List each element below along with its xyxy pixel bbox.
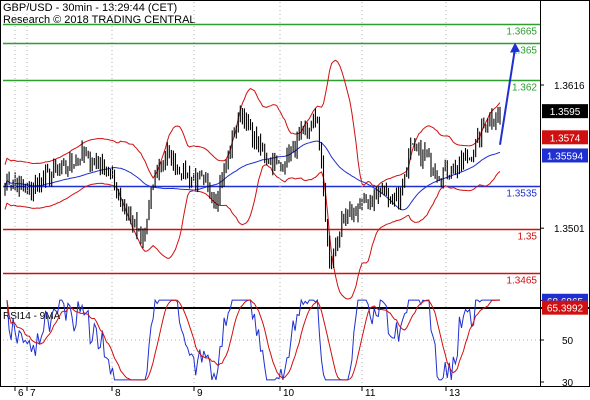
level-label-3: 1.3535 (506, 189, 537, 200)
chart-header-title: GBP/USD - 30min - 13:29:44 (CET) (3, 2, 178, 14)
price-tag-1 (542, 130, 588, 145)
chart-header-copyright: Research © 2018 TRADING CENTRAL (3, 14, 196, 26)
level-label-0: 1.3665 (506, 27, 537, 38)
rsi-ma-line (6, 299, 500, 381)
price-tag-0 (542, 104, 588, 119)
rsi-tick-label-0: 50 (562, 336, 574, 347)
x-axis-label-3: 9 (197, 388, 203, 399)
level-label-1: 1.365 (512, 46, 537, 57)
price-tag-label-1: 1.3574 (550, 133, 581, 144)
price-tag-2 (542, 148, 588, 163)
bollinger-upper-line (4, 59, 501, 188)
rsi-tick-label-1: 30 (562, 378, 574, 389)
rsi-panel-title: RSI14 - 9MA (3, 311, 61, 322)
bollinger-lower-line (4, 164, 501, 300)
x-axis-label-4: 10 (283, 388, 295, 399)
forecast-arrow-line (499, 48, 516, 145)
price-tag-label-2: 1.35594 (547, 151, 584, 162)
level-label-2: 1.362 (512, 83, 537, 94)
x-axis-label-6: 13 (449, 388, 461, 399)
level-label-5: 1.3465 (506, 276, 537, 287)
price-tick-label-0: 1.3616 (554, 81, 585, 92)
rsi-line (6, 298, 500, 381)
x-axis-label-0: 6 (18, 388, 24, 399)
price-tag-label-0: 1.3595 (550, 107, 581, 118)
x-axis-label-1: 7 (30, 388, 36, 399)
x-axis-label-5: 11 (365, 388, 376, 399)
rsi-tag-label-1: 65.3992 (547, 304, 584, 315)
moving-average-line (4, 140, 501, 211)
forecast-arrowhead (510, 42, 520, 53)
x-axis-label-2: 8 (115, 388, 121, 399)
candles-group (4, 105, 501, 270)
price-tick-label-1: 1.3501 (554, 224, 585, 235)
rsi-tag-1 (542, 300, 588, 315)
level-label-4: 1.35 (518, 232, 538, 243)
